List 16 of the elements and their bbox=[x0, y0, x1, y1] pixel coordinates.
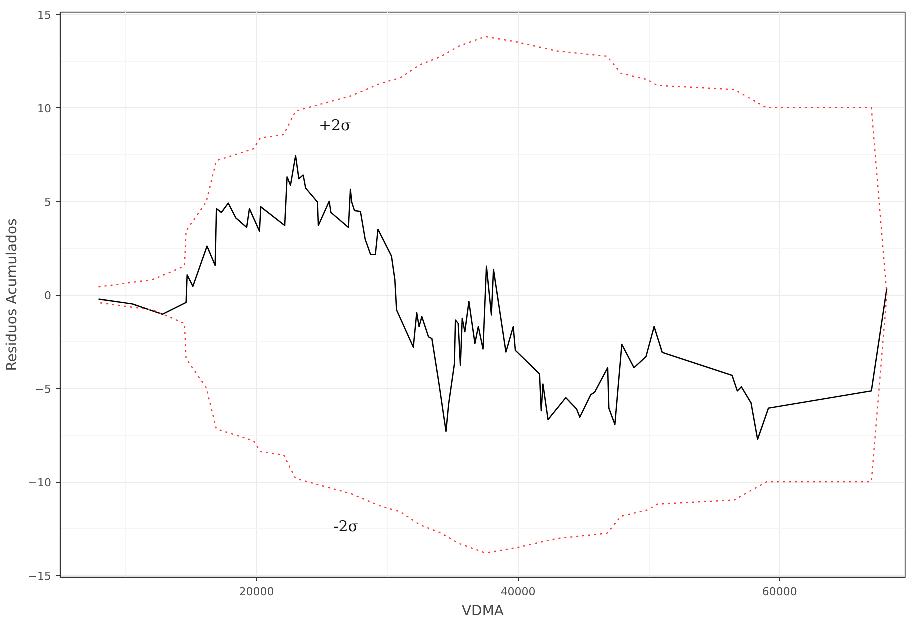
x-axis-title: VDMA bbox=[462, 604, 504, 620]
y-tick-label: 10 bbox=[38, 102, 52, 116]
annotation: +2σ bbox=[318, 116, 352, 134]
y-tick-label: 15 bbox=[38, 8, 52, 22]
y-tick-label: 5 bbox=[44, 196, 52, 209]
y-tick-label: −10 bbox=[28, 476, 52, 490]
y-tick-label: −5 bbox=[35, 383, 52, 396]
line-series bbox=[98, 155, 888, 440]
line-series bbox=[98, 36, 888, 554]
x-tick-label: 60000 bbox=[762, 586, 798, 598]
y-tick-label: 0 bbox=[44, 290, 52, 302]
annotation: -2σ bbox=[334, 518, 359, 536]
y-axis-title: Residuos Acumulados bbox=[4, 218, 20, 372]
x-tick-label: 40000 bbox=[500, 586, 536, 598]
x-tick-label: 20000 bbox=[239, 586, 274, 598]
y-tick-label: −15 bbox=[28, 570, 52, 584]
